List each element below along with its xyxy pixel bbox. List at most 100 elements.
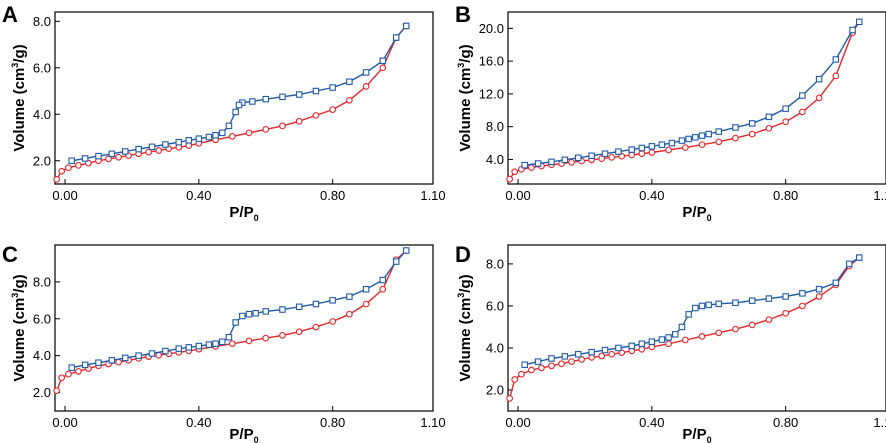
desorption-point (615, 148, 622, 155)
adsorption-point (681, 336, 689, 344)
desorption-point (601, 150, 609, 157)
desorption-point (312, 87, 320, 95)
adsorption-point (598, 352, 606, 360)
desorption-point (685, 135, 692, 143)
desorption-point (815, 75, 823, 83)
desorption-point (68, 364, 75, 371)
y-tick-label: 6.0 (33, 311, 51, 326)
desorption-point (698, 302, 706, 310)
adsorption-point (638, 150, 646, 158)
adsorption-point (228, 133, 236, 140)
desorption-point (175, 345, 183, 352)
desorption-point (658, 141, 666, 148)
desorption-point (108, 150, 116, 158)
desorption-point (705, 301, 712, 309)
desorption-series (521, 18, 863, 169)
adsorption-point (329, 318, 336, 325)
desorption-point (249, 98, 256, 105)
desorption-point (95, 152, 102, 160)
adsorption-point (568, 358, 575, 365)
desorption-point (815, 285, 823, 293)
adsorption-point (312, 323, 320, 331)
desorption-point (135, 145, 142, 153)
adsorption-point (346, 310, 353, 318)
desorption-point (849, 26, 856, 34)
y-tick-label: 2.0 (33, 153, 51, 168)
adsorption-point (262, 126, 270, 133)
desorption-point (212, 131, 219, 139)
desorption-point (574, 351, 582, 358)
panel-letter: A (2, 2, 18, 27)
desorption-point (832, 56, 840, 63)
desorption-point (81, 361, 89, 369)
desorption-point (279, 306, 286, 313)
desorption-point (245, 310, 253, 318)
desorption-point (346, 293, 353, 300)
y-tick-label: 6.0 (33, 60, 51, 75)
desorption-point (81, 155, 89, 162)
y-axis-title: Volume (cm3/g) (10, 44, 28, 151)
adsorption-line (509, 21, 860, 180)
adsorption-point (58, 167, 66, 175)
desorption-point (832, 279, 840, 287)
adsorption-point (346, 96, 353, 104)
desorption-series (521, 254, 863, 369)
desorption-point (195, 342, 203, 350)
desorption-line (71, 25, 407, 162)
desorption-point (68, 157, 75, 165)
desorption-point (279, 93, 286, 101)
desorption-point (748, 120, 756, 127)
adsorption-point (379, 285, 387, 293)
y-axis-title: Volume (cm3/g) (456, 44, 474, 151)
adsorption-point (329, 106, 336, 113)
desorption-point (185, 344, 193, 351)
adsorption-point (279, 122, 286, 130)
adsorption-point (295, 328, 303, 336)
desorption-point (121, 148, 129, 155)
y-tick-label: 16.0 (479, 54, 504, 69)
adsorption-point (608, 350, 616, 358)
desorption-point (235, 101, 243, 109)
desorption-point (135, 352, 142, 359)
desorption-point (855, 254, 863, 261)
desorption-point (232, 319, 239, 326)
desorption-point (148, 350, 156, 357)
desorption-point (588, 348, 595, 356)
desorption-point (402, 247, 410, 254)
desorption-point (121, 354, 129, 362)
x-axis-title: P/P0 (229, 426, 258, 443)
desorption-point (262, 95, 269, 103)
panel-letter: B (455, 2, 471, 27)
x-tick-label: 0.40 (186, 415, 211, 430)
y-tick-label: 8.0 (33, 14, 51, 29)
adsorption-point (608, 154, 616, 161)
desorption-point (548, 158, 555, 166)
adsorption-point (155, 147, 163, 154)
desorption-point (95, 359, 102, 366)
adsorption-point (715, 329, 723, 337)
desorption-point (615, 344, 622, 352)
desorption-point (574, 154, 582, 162)
y-tick-label: 4.0 (486, 152, 504, 167)
desorption-point (205, 341, 213, 348)
desorption-point (402, 22, 410, 30)
y-tick-label: 6.0 (486, 298, 504, 313)
desorption-point (362, 286, 370, 293)
desorption-point (521, 361, 528, 369)
desorption-point (534, 160, 542, 167)
adsorption-series (53, 247, 410, 395)
plot-frame (54, 244, 434, 412)
desorption-point (588, 152, 595, 159)
desorption-point (692, 304, 699, 312)
desorption-point (715, 128, 722, 135)
desorption-point (698, 132, 706, 139)
x-tick-label: 0.00 (52, 188, 77, 203)
desorption-point (548, 355, 555, 362)
adsorption-point (548, 362, 555, 370)
adsorption-point (65, 164, 72, 172)
desorption-point (239, 312, 246, 320)
desorption-point (748, 297, 756, 304)
y-tick-label: 4.0 (33, 107, 51, 122)
plot-frame (54, 11, 434, 185)
chart-panel-c: C 0.00 0.40 0.80 1.10 2.0 4.0 6.0 8.0 P/P0 Volume … (2, 242, 446, 443)
